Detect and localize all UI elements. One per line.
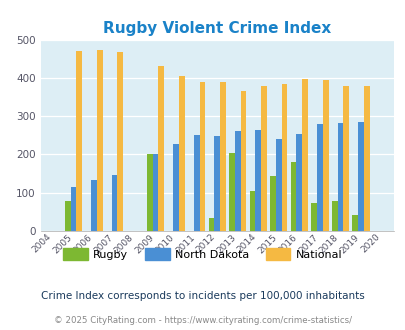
Bar xyxy=(111,175,117,231)
Bar xyxy=(301,79,307,231)
Bar xyxy=(281,84,287,231)
Bar xyxy=(152,154,158,231)
Bar xyxy=(357,122,363,231)
Bar xyxy=(173,144,179,231)
Bar xyxy=(117,52,123,231)
Bar xyxy=(97,50,102,231)
Bar xyxy=(240,90,246,231)
Bar xyxy=(179,76,184,231)
Text: Crime Index corresponds to incidents per 100,000 inhabitants: Crime Index corresponds to incidents per… xyxy=(41,291,364,301)
Title: Rugby Violent Crime Index: Rugby Violent Crime Index xyxy=(103,21,330,36)
Bar xyxy=(260,86,266,231)
Bar xyxy=(331,201,337,231)
Bar xyxy=(70,187,76,231)
Bar xyxy=(337,123,343,231)
Bar xyxy=(363,85,369,231)
Bar xyxy=(193,135,199,231)
Bar xyxy=(343,85,348,231)
Bar xyxy=(311,203,316,231)
Bar xyxy=(208,217,214,231)
Bar xyxy=(249,191,255,231)
Bar xyxy=(316,124,322,231)
Legend: Rugby, North Dakota, National: Rugby, North Dakota, National xyxy=(59,244,346,264)
Bar xyxy=(91,181,97,231)
Bar xyxy=(290,162,296,231)
Bar xyxy=(255,130,260,231)
Bar xyxy=(322,80,328,231)
Bar xyxy=(269,176,275,231)
Bar xyxy=(228,152,234,231)
Bar xyxy=(76,51,82,231)
Bar xyxy=(214,136,220,231)
Bar xyxy=(158,66,164,231)
Bar xyxy=(199,82,205,231)
Bar xyxy=(220,82,225,231)
Text: © 2025 CityRating.com - https://www.cityrating.com/crime-statistics/: © 2025 CityRating.com - https://www.city… xyxy=(54,316,351,325)
Bar xyxy=(275,139,281,231)
Bar xyxy=(296,134,301,231)
Bar xyxy=(352,215,357,231)
Bar xyxy=(65,201,70,231)
Bar xyxy=(234,131,240,231)
Bar xyxy=(147,154,152,231)
